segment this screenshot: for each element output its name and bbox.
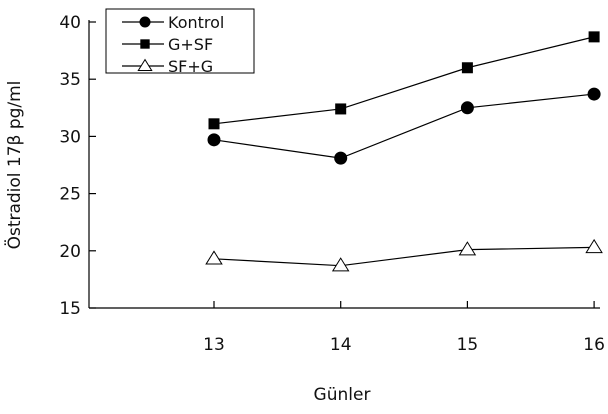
legend-label: G+SF <box>168 35 213 54</box>
axes: 15 20 25 30 35 40 13 14 15 16 <box>59 13 605 355</box>
series-line <box>213 36 595 125</box>
series-g-sf <box>208 31 600 130</box>
x-axis-label: Günler <box>314 385 371 405</box>
x-tick-label: 13 <box>203 335 225 355</box>
data-point <box>460 101 474 115</box>
data-point <box>334 151 348 165</box>
data-point <box>331 257 350 272</box>
y-axis-label: Östradiol 17β pg/ml <box>3 81 25 250</box>
data-point <box>205 250 223 265</box>
data-point <box>335 103 347 115</box>
data-point <box>458 241 477 256</box>
y-tick-label: 20 <box>59 242 81 262</box>
y-tick-label: 40 <box>59 13 81 33</box>
legend-marker <box>139 16 151 28</box>
x-tick-label: 14 <box>330 335 352 355</box>
series-sf-g <box>205 238 603 272</box>
y-tick-label: 30 <box>59 127 81 147</box>
legend-label: Kontrol <box>168 13 224 32</box>
legend: Kontrol G+SF SF+G <box>105 8 255 76</box>
data-point <box>587 87 601 101</box>
x-tick-label: 16 <box>583 335 605 355</box>
y-tick-label: 15 <box>59 299 81 319</box>
data-point <box>585 238 603 254</box>
y-tick-label: 25 <box>59 185 81 205</box>
data-point <box>461 62 473 74</box>
legend-label: SF+G <box>168 57 213 76</box>
data-point <box>207 133 221 147</box>
series-layer <box>205 31 603 272</box>
series-line <box>213 246 595 267</box>
data-point <box>208 118 220 130</box>
legend-box <box>105 8 255 74</box>
series-kontrol <box>207 87 601 165</box>
data-point <box>588 31 600 43</box>
series-line <box>213 93 595 159</box>
legend-marker <box>140 39 150 49</box>
legend-marker <box>137 58 153 71</box>
y-tick-label: 35 <box>59 70 81 90</box>
x-tick-label: 15 <box>457 335 479 355</box>
